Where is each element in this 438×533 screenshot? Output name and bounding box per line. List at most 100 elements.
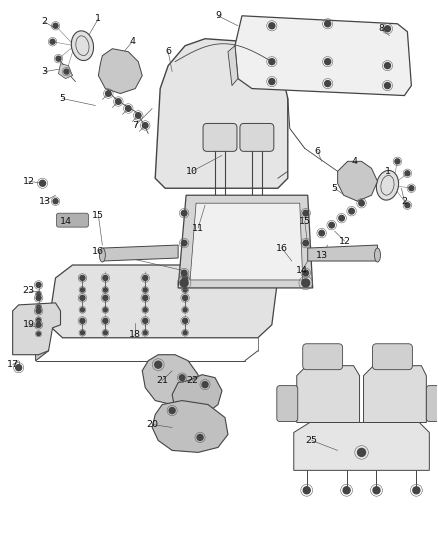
Text: 11: 11 xyxy=(192,224,204,232)
Circle shape xyxy=(359,200,364,206)
Circle shape xyxy=(81,288,85,292)
Polygon shape xyxy=(228,46,238,86)
Text: 10: 10 xyxy=(186,167,198,176)
Circle shape xyxy=(269,23,275,29)
Text: 1: 1 xyxy=(95,14,101,23)
Text: 23: 23 xyxy=(22,286,35,295)
Polygon shape xyxy=(13,303,60,355)
Circle shape xyxy=(56,56,61,61)
Circle shape xyxy=(303,240,308,246)
Circle shape xyxy=(143,308,147,312)
Text: 12: 12 xyxy=(339,237,350,246)
Circle shape xyxy=(143,288,147,292)
Circle shape xyxy=(103,331,107,335)
Text: 2: 2 xyxy=(401,197,407,206)
Circle shape xyxy=(37,318,40,321)
Circle shape xyxy=(197,434,203,440)
Polygon shape xyxy=(172,375,222,417)
Text: 9: 9 xyxy=(215,11,221,20)
Text: 5: 5 xyxy=(60,94,66,103)
Text: 8: 8 xyxy=(378,25,385,33)
Circle shape xyxy=(413,487,420,494)
Circle shape xyxy=(36,282,41,287)
Text: 19: 19 xyxy=(23,320,35,329)
Circle shape xyxy=(53,23,58,28)
Circle shape xyxy=(64,69,69,74)
Circle shape xyxy=(405,171,410,176)
Circle shape xyxy=(343,487,350,494)
Circle shape xyxy=(329,222,335,228)
Circle shape xyxy=(181,211,187,216)
FancyBboxPatch shape xyxy=(426,385,438,422)
Circle shape xyxy=(36,309,41,313)
Circle shape xyxy=(303,270,308,276)
Circle shape xyxy=(135,112,141,118)
FancyBboxPatch shape xyxy=(372,344,413,370)
Text: 6: 6 xyxy=(165,47,171,56)
Text: 1: 1 xyxy=(385,167,390,176)
Text: 15: 15 xyxy=(92,211,104,220)
Circle shape xyxy=(37,305,40,309)
Circle shape xyxy=(325,59,331,64)
Polygon shape xyxy=(155,39,288,188)
Text: 21: 21 xyxy=(156,376,168,385)
Text: 13: 13 xyxy=(39,197,51,206)
Circle shape xyxy=(37,292,40,296)
Circle shape xyxy=(53,199,58,204)
Circle shape xyxy=(325,21,331,27)
Text: 16: 16 xyxy=(276,244,288,253)
Circle shape xyxy=(103,295,108,301)
Polygon shape xyxy=(190,203,303,280)
Circle shape xyxy=(103,288,107,292)
Circle shape xyxy=(36,295,41,301)
Circle shape xyxy=(319,230,325,236)
Circle shape xyxy=(39,180,46,186)
Circle shape xyxy=(179,375,185,381)
Text: 16: 16 xyxy=(92,247,104,255)
Circle shape xyxy=(81,308,85,312)
Text: 17: 17 xyxy=(7,360,19,369)
Circle shape xyxy=(183,276,187,280)
Text: 14: 14 xyxy=(296,266,308,276)
Circle shape xyxy=(106,91,111,96)
Text: 5: 5 xyxy=(332,184,338,193)
Text: 20: 20 xyxy=(146,420,158,429)
Text: 6: 6 xyxy=(314,147,321,156)
Circle shape xyxy=(303,487,310,494)
Polygon shape xyxy=(152,401,228,453)
Text: 13: 13 xyxy=(316,251,328,260)
Polygon shape xyxy=(294,423,429,470)
FancyBboxPatch shape xyxy=(277,385,298,422)
Text: 4: 4 xyxy=(129,37,135,46)
Circle shape xyxy=(50,39,55,44)
Circle shape xyxy=(373,487,380,494)
Circle shape xyxy=(116,99,121,104)
Ellipse shape xyxy=(374,248,381,262)
Circle shape xyxy=(143,276,148,280)
Circle shape xyxy=(302,279,310,287)
Circle shape xyxy=(339,215,344,221)
Circle shape xyxy=(80,276,85,280)
Circle shape xyxy=(183,308,187,312)
Text: 7: 7 xyxy=(132,121,138,130)
Circle shape xyxy=(37,332,40,336)
Circle shape xyxy=(16,365,21,370)
Circle shape xyxy=(269,78,275,85)
Circle shape xyxy=(303,211,308,216)
Circle shape xyxy=(126,106,131,111)
Circle shape xyxy=(349,208,354,214)
Circle shape xyxy=(183,318,187,324)
Polygon shape xyxy=(297,366,360,423)
Circle shape xyxy=(183,295,187,301)
Circle shape xyxy=(36,322,41,327)
FancyBboxPatch shape xyxy=(57,213,88,227)
Circle shape xyxy=(81,331,85,335)
Circle shape xyxy=(142,123,148,128)
Circle shape xyxy=(181,270,187,276)
Circle shape xyxy=(183,331,187,335)
Circle shape xyxy=(155,361,162,368)
FancyBboxPatch shape xyxy=(303,344,343,370)
Ellipse shape xyxy=(71,31,94,61)
Circle shape xyxy=(103,276,108,280)
Circle shape xyxy=(385,83,390,88)
